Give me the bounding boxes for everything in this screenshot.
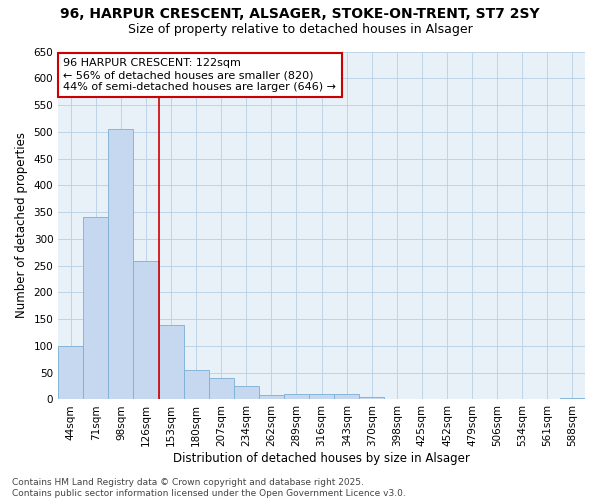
Bar <box>334 394 359 400</box>
Bar <box>109 129 133 400</box>
Text: Contains HM Land Registry data © Crown copyright and database right 2025.
Contai: Contains HM Land Registry data © Crown c… <box>12 478 406 498</box>
Bar <box>158 324 184 400</box>
Text: Size of property relative to detached houses in Alsager: Size of property relative to detached ho… <box>128 22 472 36</box>
Text: 96 HARPUR CRESCENT: 122sqm
← 56% of detached houses are smaller (820)
44% of sem: 96 HARPUR CRESCENT: 122sqm ← 56% of deta… <box>64 58 337 92</box>
Text: 96, HARPUR CRESCENT, ALSAGER, STOKE-ON-TRENT, ST7 2SY: 96, HARPUR CRESCENT, ALSAGER, STOKE-ON-T… <box>60 8 540 22</box>
X-axis label: Distribution of detached houses by size in Alsager: Distribution of detached houses by size … <box>173 452 470 465</box>
Bar <box>359 397 385 400</box>
Bar <box>184 370 209 400</box>
Bar <box>309 394 334 400</box>
Bar <box>133 262 158 400</box>
Bar <box>58 346 83 400</box>
Bar <box>83 218 109 400</box>
Bar <box>234 386 259 400</box>
Bar <box>209 378 234 400</box>
Bar <box>259 395 284 400</box>
Bar <box>284 394 309 400</box>
Bar <box>560 398 585 400</box>
Y-axis label: Number of detached properties: Number of detached properties <box>15 132 28 318</box>
